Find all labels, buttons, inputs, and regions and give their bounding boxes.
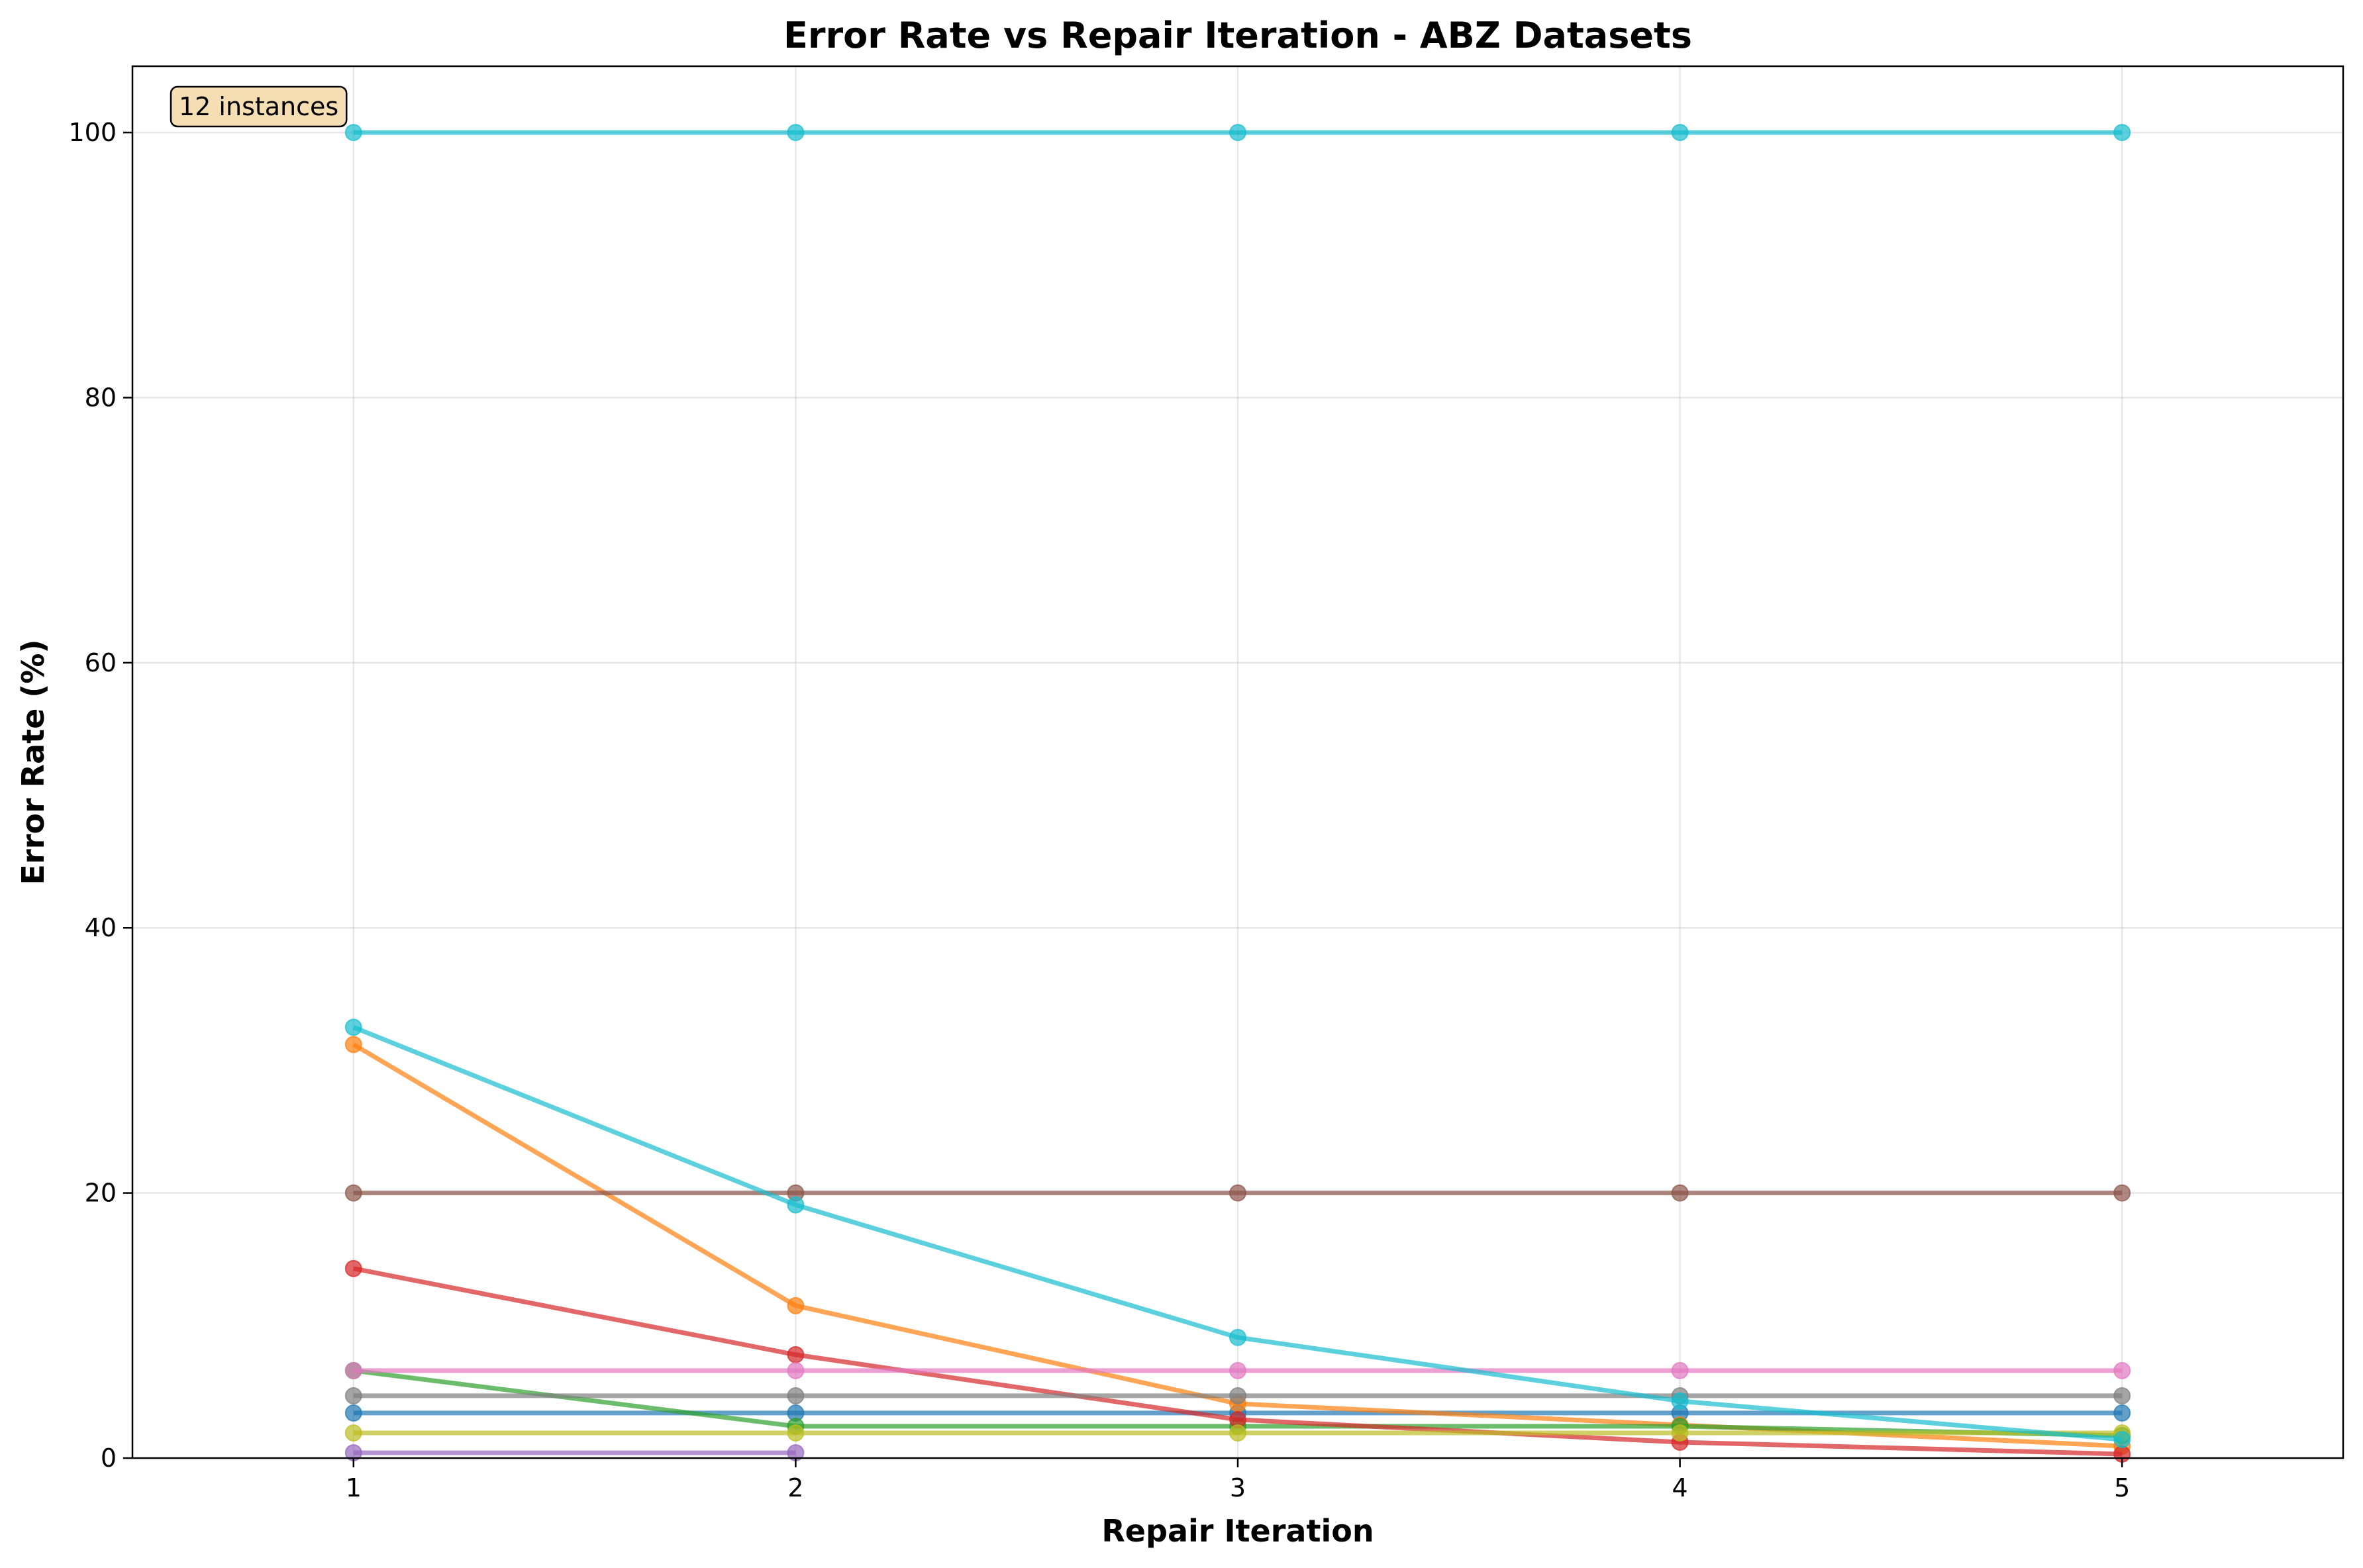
x-tick-label: 3 — [1230, 1473, 1246, 1502]
x-tick-label: 1 — [346, 1473, 362, 1502]
series-7 — [344, 1361, 2131, 1379]
data-point — [344, 1018, 362, 1036]
x-axis-label: Repair Iteration — [1101, 1513, 1374, 1549]
series-layer — [344, 124, 2131, 1463]
data-point — [344, 1184, 362, 1202]
y-tick-label: 60 — [85, 648, 117, 677]
data-point — [344, 1404, 362, 1422]
data-point — [1671, 124, 1689, 142]
data-point — [1671, 1361, 1689, 1379]
data-point — [2113, 1404, 2131, 1422]
data-point — [344, 1361, 362, 1379]
data-point — [787, 1297, 805, 1314]
y-tick-label: 40 — [85, 913, 117, 942]
data-point — [1229, 1361, 1246, 1379]
data-point — [787, 1361, 805, 1379]
series-8 — [344, 1387, 2131, 1404]
y-axis-label: Error Rate (%) — [15, 640, 51, 885]
data-point — [1229, 124, 1246, 142]
data-point — [2113, 124, 2131, 142]
instance-count-label: 12 instances — [179, 92, 338, 121]
data-point — [344, 1424, 362, 1442]
data-point — [787, 1196, 805, 1214]
chart-title: Error Rate vs Repair Iteration - ABZ Dat… — [783, 15, 1692, 56]
data-point — [1671, 1184, 1689, 1202]
y-tick-label: 100 — [68, 118, 117, 147]
data-point — [344, 124, 362, 142]
data-point — [344, 1387, 362, 1404]
data-point — [787, 1424, 805, 1442]
data-point — [787, 124, 805, 142]
series-5 — [344, 1444, 805, 1461]
data-point — [1229, 1424, 1246, 1442]
data-point — [1671, 1392, 1689, 1410]
y-tick-label: 20 — [85, 1179, 117, 1208]
y-tick-label: 80 — [85, 383, 117, 412]
series-6 — [344, 1184, 2131, 1202]
data-point — [344, 1259, 362, 1277]
data-point — [344, 1036, 362, 1054]
data-point — [787, 1346, 805, 1363]
data-point — [1229, 1184, 1246, 1202]
series-9 — [344, 1424, 2131, 1442]
series-11 — [344, 124, 2131, 142]
x-tick-label: 4 — [1672, 1473, 1688, 1502]
data-point — [2113, 1184, 2131, 1202]
data-point — [2113, 1430, 2131, 1448]
y-tick-label: 0 — [101, 1444, 117, 1473]
axis-ticks: 1 2 3 4 5 0 20 40 60 80 100 — [68, 118, 2130, 1502]
instance-count-box — [170, 85, 348, 128]
data-point — [2113, 1387, 2131, 1404]
data-point — [1229, 1328, 1246, 1346]
series-10 — [344, 1018, 2131, 1448]
data-point — [1229, 1387, 1246, 1404]
x-tick-label: 2 — [787, 1473, 803, 1502]
data-point — [787, 1387, 805, 1404]
data-point — [2113, 1361, 2131, 1379]
x-tick-label: 5 — [2114, 1473, 2130, 1502]
data-point — [1671, 1424, 1689, 1442]
